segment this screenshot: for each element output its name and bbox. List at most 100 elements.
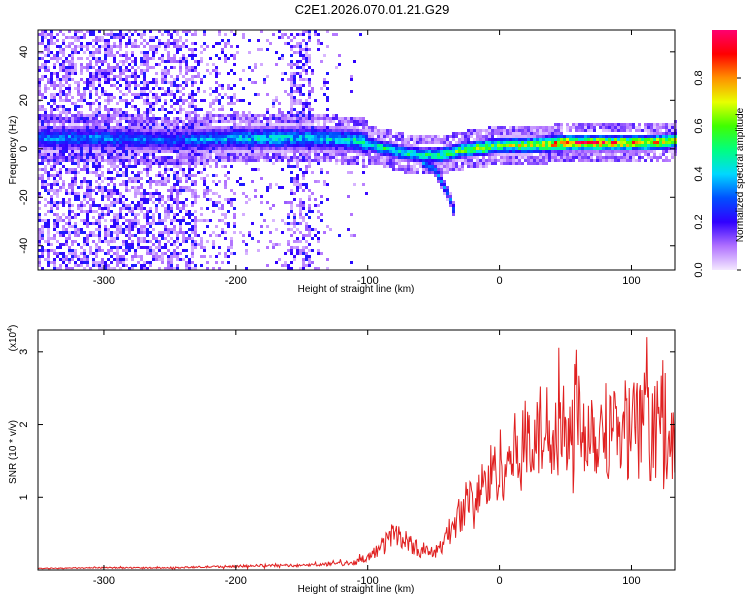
heatmap-cell xyxy=(185,204,188,207)
heatmap-cell xyxy=(389,138,392,141)
heatmap-cell xyxy=(131,51,134,54)
heatmap-cell xyxy=(200,132,203,135)
heatmap-cell xyxy=(125,141,128,144)
heatmap-cell xyxy=(350,159,353,162)
heatmap-cell xyxy=(212,150,215,153)
heatmap-cell xyxy=(485,132,488,135)
heatmap-cell xyxy=(77,129,80,132)
heatmap-cell xyxy=(137,117,140,120)
heatmap-cell xyxy=(383,144,386,147)
heatmap-cell xyxy=(380,162,383,165)
heatmap-cell xyxy=(488,162,491,165)
heatmap-cell xyxy=(362,150,365,153)
heatmap-cell xyxy=(65,108,68,111)
heatmap-cell xyxy=(143,87,146,90)
heatmap-cell xyxy=(47,174,50,177)
heatmap-cell xyxy=(263,156,266,159)
heatmap-cell xyxy=(398,132,401,135)
heatmap-cell xyxy=(62,156,65,159)
heatmap-cell xyxy=(383,159,386,162)
heatmap-cell xyxy=(50,153,53,156)
heatmap-cell xyxy=(65,87,68,90)
heatmap-cell xyxy=(182,159,185,162)
heatmap-cell xyxy=(107,207,110,210)
heatmap-cell xyxy=(113,54,116,57)
heatmap-cell xyxy=(119,72,122,75)
heatmap-cell xyxy=(353,123,356,126)
heatmap-cell xyxy=(266,150,269,153)
heatmap-cell xyxy=(59,153,62,156)
heatmap-cell xyxy=(77,39,80,42)
heatmap-cell xyxy=(479,138,482,141)
heatmap-cell xyxy=(86,237,89,240)
heatmap-cell xyxy=(497,129,500,132)
heatmap-cell xyxy=(308,135,311,138)
heatmap-cell xyxy=(116,36,119,39)
heatmap-cell xyxy=(140,225,143,228)
heatmap-cell xyxy=(338,144,341,147)
heatmap-cell xyxy=(119,207,122,210)
heatmap-cell xyxy=(137,207,140,210)
heatmap-cell xyxy=(146,162,149,165)
heatmap-cell xyxy=(83,180,86,183)
heatmap-cell xyxy=(170,261,173,264)
heatmap-cell xyxy=(122,195,125,198)
heatmap-cell xyxy=(296,114,299,117)
heatmap-cell xyxy=(149,261,152,264)
heatmap-cell xyxy=(41,93,44,96)
heatmap-cell xyxy=(161,246,164,249)
heatmap-cell xyxy=(299,201,302,204)
heatmap-cell xyxy=(467,138,470,141)
heatmap-cell xyxy=(233,216,236,219)
heatmap-cell xyxy=(308,147,311,150)
heatmap-cell xyxy=(101,69,104,72)
heatmap-cell xyxy=(44,111,47,114)
heatmap-cell xyxy=(299,60,302,63)
heatmap-cell xyxy=(221,129,224,132)
heatmap-cell xyxy=(191,183,194,186)
heatmap-cell xyxy=(119,183,122,186)
heatmap-cell xyxy=(92,57,95,60)
heatmap-cell xyxy=(227,177,230,180)
heatmap-cell xyxy=(275,153,278,156)
heatmap-cell xyxy=(503,135,506,138)
heatmap-cell xyxy=(110,234,113,237)
heatmap-cell xyxy=(494,156,497,159)
heatmap-cell xyxy=(101,126,104,129)
heatmap-cell xyxy=(77,147,80,150)
heatmap-cell xyxy=(173,183,176,186)
heatmap-cell xyxy=(170,132,173,135)
heatmap-cell xyxy=(218,117,221,120)
heatmap-cell xyxy=(305,135,308,138)
heatmap-cell xyxy=(350,75,353,78)
heatmap-cell xyxy=(206,120,209,123)
heatmap-cell xyxy=(161,159,164,162)
heatmap-cell xyxy=(140,246,143,249)
heatmap-cell xyxy=(74,45,77,48)
heatmap-cell xyxy=(74,180,77,183)
heatmap-cell xyxy=(530,129,533,132)
heatmap-cell xyxy=(110,129,113,132)
heatmap-cell xyxy=(122,240,125,243)
heatmap-cell xyxy=(293,36,296,39)
heatmap-cell xyxy=(98,264,101,267)
heatmap-cell xyxy=(287,36,290,39)
heatmap-cell xyxy=(125,213,128,216)
heatmap-cell xyxy=(173,231,176,234)
heatmap-cell xyxy=(260,147,263,150)
heatmap-cell xyxy=(389,159,392,162)
heatmap-cell xyxy=(320,201,323,204)
heatmap-cell xyxy=(179,36,182,39)
heatmap-cell xyxy=(41,174,44,177)
heatmap-cell xyxy=(161,120,164,123)
heatmap-cell xyxy=(272,243,275,246)
heatmap-cell xyxy=(446,144,449,147)
heatmap-cell xyxy=(308,234,311,237)
heatmap-cell xyxy=(467,144,470,147)
heatmap-cell xyxy=(77,117,80,120)
heatmap-cell xyxy=(347,138,350,141)
heatmap-cell xyxy=(317,144,320,147)
heatmap-cell xyxy=(518,162,521,165)
heatmap-cell xyxy=(197,156,200,159)
heatmap-cell xyxy=(176,264,179,267)
